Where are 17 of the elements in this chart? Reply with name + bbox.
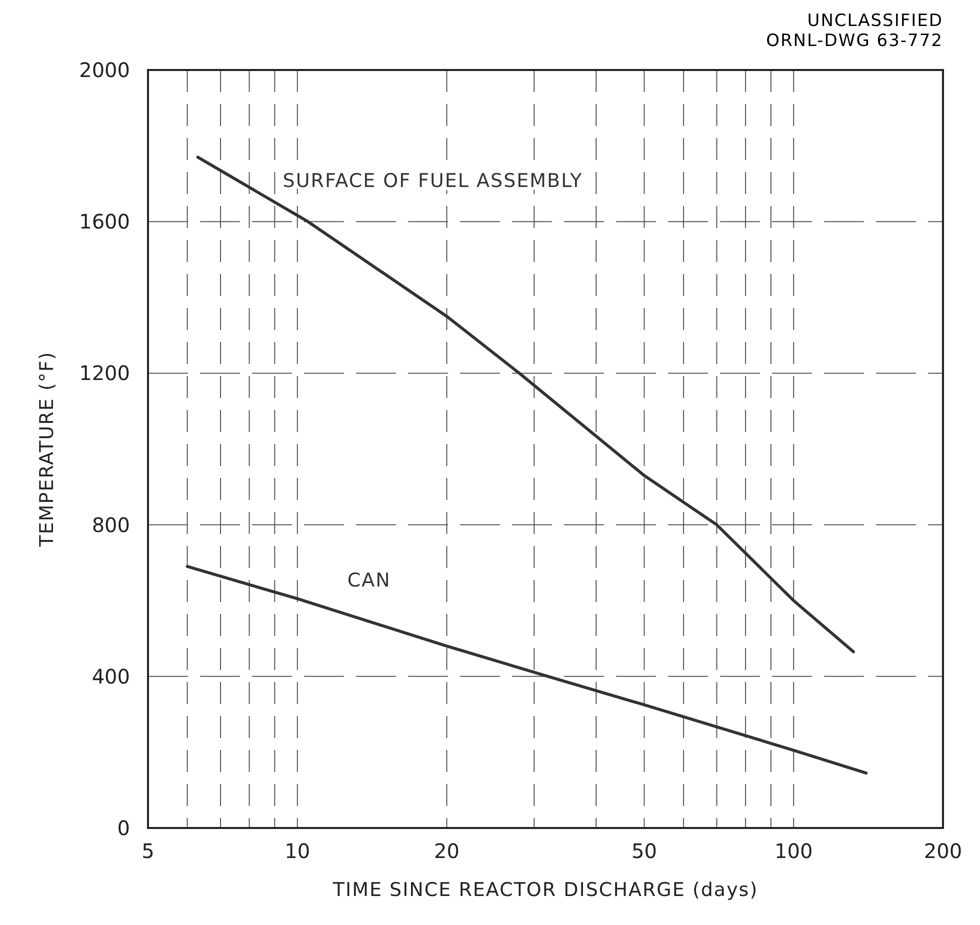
y-axis-title: TEMPERATURE (°F) (36, 351, 58, 548)
y-tick-label: 1600 (79, 210, 130, 234)
y-tick-label: 800 (92, 512, 130, 537)
y-tick-label: 0 (117, 816, 130, 840)
x-axis-title: TIME SINCE REACTOR DISCHARGE (days) (332, 879, 758, 901)
y-tick-label: 400 (92, 664, 130, 688)
x-tick-label: 200 (924, 839, 962, 863)
y-tick-label: 2000 (79, 58, 130, 82)
text: UNCLASSIFIED (807, 11, 943, 31)
x-tick-label: 10 (284, 839, 310, 863)
x-tick-label: 50 (632, 839, 657, 863)
x-tick-label: 100 (774, 839, 813, 863)
series-label: CAN (347, 570, 391, 592)
text: ORNL-DWG 63-772 (766, 31, 943, 51)
y-tick-label: 1200 (79, 361, 130, 386)
x-tick-label: 5 (142, 839, 154, 863)
x-tick-label: 20 (434, 839, 460, 863)
